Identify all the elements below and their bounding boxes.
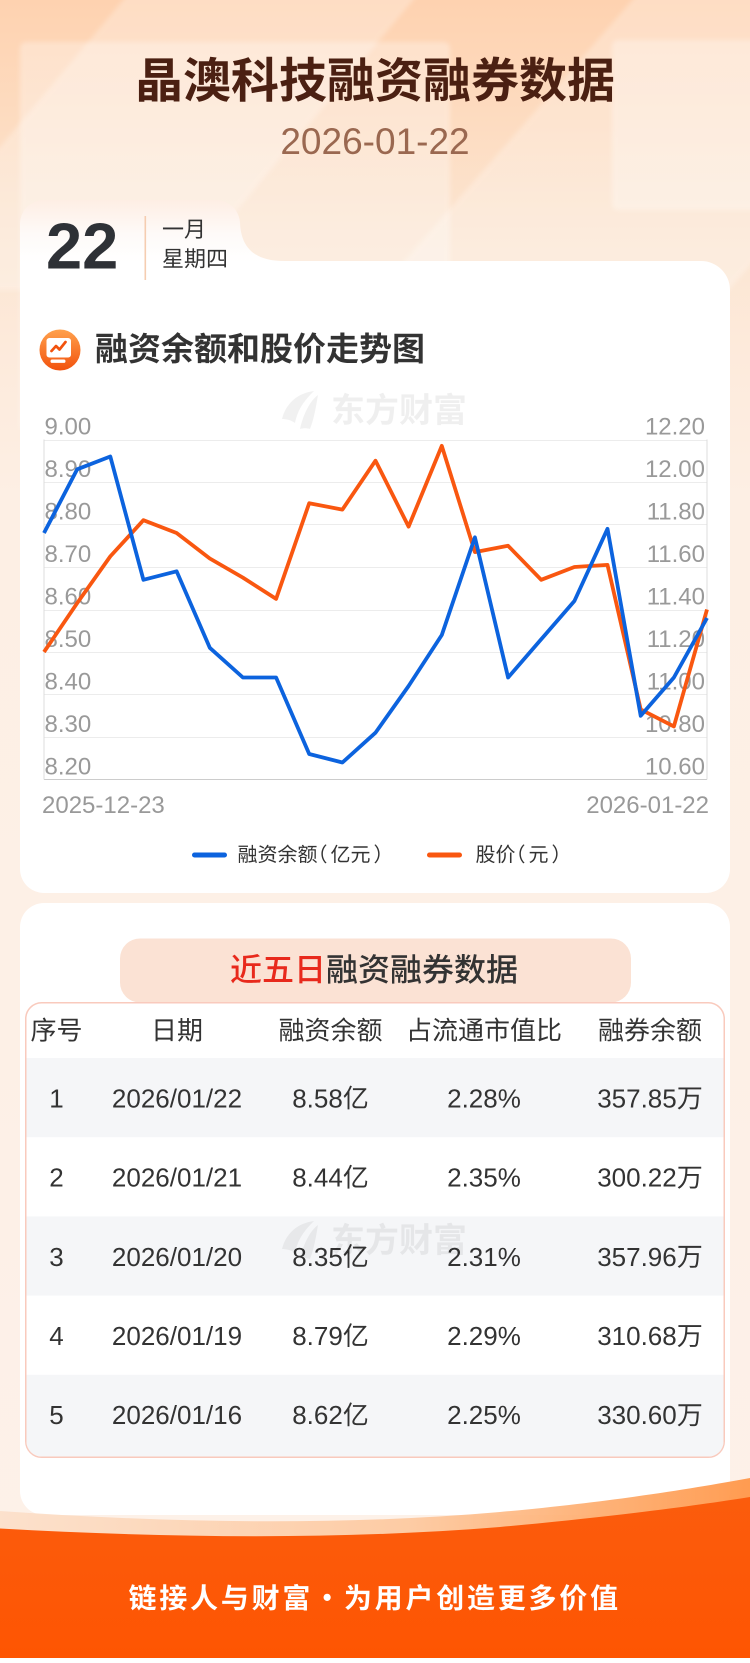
svg-text:2.25%: 2.25% bbox=[447, 1400, 521, 1430]
svg-text:8.70: 8.70 bbox=[45, 541, 92, 568]
svg-text:8.58: 8.58 bbox=[292, 1083, 343, 1113]
svg-text:10.60: 10.60 bbox=[645, 754, 705, 781]
svg-text:11.80: 11.80 bbox=[647, 499, 705, 526]
svg-text:9.00: 9.00 bbox=[45, 414, 92, 441]
svg-text:2026-01-22: 2026-01-22 bbox=[280, 121, 469, 162]
svg-text:2026/01/20: 2026/01/20 bbox=[112, 1242, 242, 1272]
svg-text:300.22: 300.22 bbox=[597, 1163, 677, 1193]
svg-text:8.60: 8.60 bbox=[45, 584, 92, 611]
svg-text:8.79: 8.79 bbox=[292, 1321, 343, 1351]
svg-text:3: 3 bbox=[49, 1242, 63, 1272]
svg-text:2025-12-23: 2025-12-23 bbox=[42, 792, 165, 819]
svg-text:8.44: 8.44 bbox=[292, 1163, 343, 1193]
svg-text:12.00: 12.00 bbox=[645, 456, 705, 483]
svg-text:8.62: 8.62 bbox=[292, 1400, 343, 1430]
svg-text:2.31%: 2.31% bbox=[447, 1242, 521, 1272]
svg-text:2.35%: 2.35% bbox=[447, 1163, 521, 1193]
svg-text:8.20: 8.20 bbox=[45, 754, 92, 781]
svg-text:2026-01-22: 2026-01-22 bbox=[586, 792, 709, 819]
svg-text:2: 2 bbox=[49, 1163, 63, 1193]
svg-text:1: 1 bbox=[49, 1083, 63, 1113]
svg-text:8.40: 8.40 bbox=[45, 669, 92, 696]
svg-text:8.35: 8.35 bbox=[292, 1242, 343, 1272]
svg-text:357.96: 357.96 bbox=[597, 1242, 677, 1272]
svg-text:22: 22 bbox=[46, 210, 118, 283]
svg-text:8.30: 8.30 bbox=[45, 711, 92, 738]
svg-text:2.29%: 2.29% bbox=[447, 1321, 521, 1351]
svg-text:330.60: 330.60 bbox=[597, 1400, 677, 1430]
svg-text:4: 4 bbox=[49, 1321, 63, 1351]
svg-text:357.85: 357.85 bbox=[597, 1083, 677, 1113]
svg-text:2026/01/22: 2026/01/22 bbox=[112, 1083, 242, 1113]
svg-text:11.60: 11.60 bbox=[647, 541, 705, 568]
svg-text:2.28%: 2.28% bbox=[447, 1083, 521, 1113]
svg-text:2026/01/21: 2026/01/21 bbox=[112, 1163, 242, 1193]
svg-text:5: 5 bbox=[49, 1400, 63, 1430]
svg-text:12.20: 12.20 bbox=[645, 414, 705, 441]
svg-text:11.40: 11.40 bbox=[647, 584, 705, 611]
svg-text:2026/01/19: 2026/01/19 bbox=[112, 1321, 242, 1351]
svg-text:2026/01/16: 2026/01/16 bbox=[112, 1400, 242, 1430]
svg-text:310.68: 310.68 bbox=[597, 1321, 677, 1351]
svg-text:8.90: 8.90 bbox=[45, 456, 92, 483]
